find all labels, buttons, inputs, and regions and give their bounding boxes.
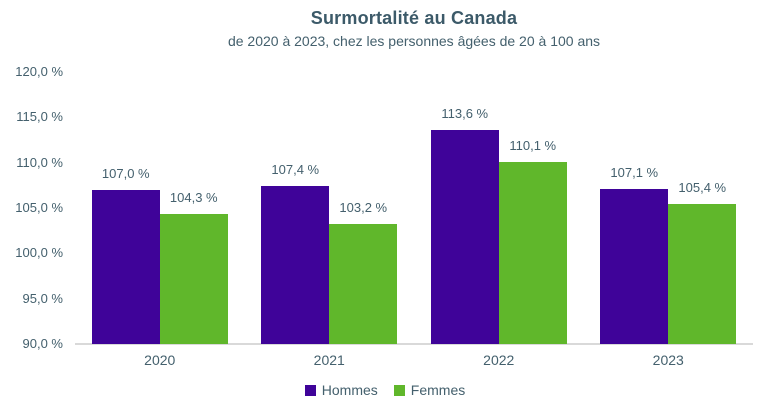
y-axis-tick-label: 115,0 % <box>16 109 63 125</box>
bar-data-label: 107,0 % <box>101 165 150 181</box>
legend-item-hommes: Hommes <box>304 382 378 398</box>
y-axis-tick-label: 105,0 % <box>15 200 63 215</box>
bar-data-label: 103,2 % <box>339 200 388 216</box>
y-axis-tick-label: 120,0 % <box>15 64 63 79</box>
legend-item-femmes: Femmes <box>393 382 466 398</box>
chart-legend: Hommes Femmes <box>0 381 770 399</box>
y-axis-tick-label: 100,0 % <box>15 245 63 261</box>
chart-title: Surmortalité au Canada <box>310 8 518 28</box>
y-axis-tick-label: 95,0 % <box>22 290 63 306</box>
y-axis-tick-label: 110,0 % <box>16 154 63 170</box>
x-axis-line <box>75 343 753 345</box>
y-axis-tick-label: 90,0 % <box>22 336 63 351</box>
chart-subtitle: de 2020 à 2023, chez les personnes âgées… <box>227 33 601 49</box>
x-axis-category-label: 2022 <box>483 352 515 368</box>
bar-data-label: 107,1 % <box>610 164 659 180</box>
bar-hommes-2021 <box>261 186 330 344</box>
bar-hommes-2020 <box>91 189 160 344</box>
bar-femmes-2022 <box>498 161 567 344</box>
x-axis-category-label: 2023 <box>652 352 684 368</box>
legend-label: Hommes <box>321 382 378 398</box>
bar-hommes-2023 <box>600 188 669 344</box>
bar-data-label: 104,3 % <box>169 190 218 206</box>
x-axis-category-label: 2020 <box>144 352 176 368</box>
bar-femmes-2021 <box>329 224 398 344</box>
bar-data-label: 113,6 % <box>441 106 489 122</box>
bar-data-label: 105,4 % <box>678 180 727 196</box>
legend-label: Femmes <box>410 382 466 398</box>
bar-hommes-2022 <box>430 130 499 344</box>
legend-swatch-hommes <box>304 384 316 396</box>
bar-femmes-2020 <box>159 214 228 344</box>
bar-femmes-2023 <box>668 204 737 344</box>
legend-swatch-femmes <box>393 384 405 396</box>
bar-data-label: 107,4 % <box>271 162 320 178</box>
x-axis-category-label: 2021 <box>313 352 345 368</box>
bar-data-label: 110,1 % <box>509 137 557 153</box>
